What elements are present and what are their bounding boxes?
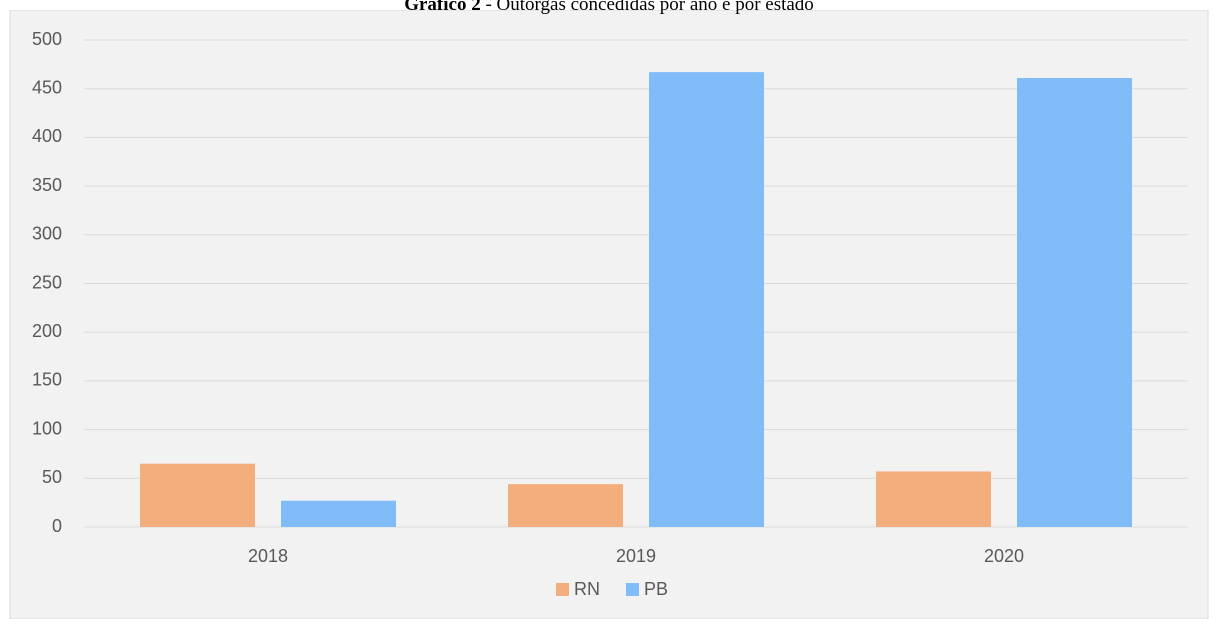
- y-tick-label: 200: [32, 321, 62, 341]
- bar: [649, 72, 764, 527]
- y-tick-label: 150: [32, 370, 62, 390]
- bar: [876, 471, 991, 527]
- title-prefix: Gráfico 2: [404, 0, 481, 15]
- chart-title: Gráfico 2 - Outorgas concedidas por ano …: [404, 0, 814, 15]
- legend-swatch: [626, 583, 639, 596]
- y-tick-label: 350: [32, 175, 62, 195]
- x-tick-label: 2019: [616, 546, 656, 566]
- y-tick-label: 100: [32, 418, 62, 438]
- title-text: - Outorgas concedidas por ano e por esta…: [481, 0, 814, 15]
- legend-label: PB: [644, 579, 668, 599]
- y-tick-label: 400: [32, 126, 62, 146]
- y-tick-label: 500: [32, 29, 62, 49]
- y-tick-label: 0: [52, 516, 62, 536]
- legend-label: RN: [574, 579, 600, 599]
- y-tick-label: 50: [42, 467, 62, 487]
- page-margin: [0, 0, 1218, 10]
- x-tick-label: 2020: [984, 546, 1024, 566]
- x-tick-label: 2018: [248, 546, 288, 566]
- y-tick-label: 250: [32, 272, 62, 292]
- legend-swatch: [556, 583, 569, 596]
- y-tick-label: 450: [32, 77, 62, 97]
- y-tick-label: 300: [32, 224, 62, 244]
- bar: [508, 484, 623, 527]
- bar: [1017, 77, 1132, 528]
- bar: [281, 500, 396, 527]
- bar: [140, 463, 255, 527]
